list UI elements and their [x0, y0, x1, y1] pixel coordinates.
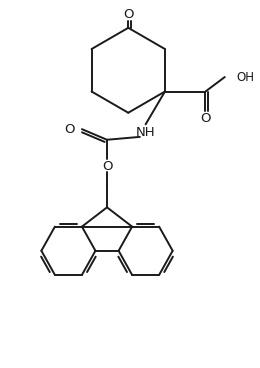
Text: OH: OH — [236, 71, 254, 84]
Text: O: O — [200, 112, 211, 125]
Text: O: O — [65, 123, 75, 136]
Text: O: O — [102, 160, 112, 173]
Text: NH: NH — [136, 125, 155, 138]
Text: O: O — [123, 8, 133, 21]
